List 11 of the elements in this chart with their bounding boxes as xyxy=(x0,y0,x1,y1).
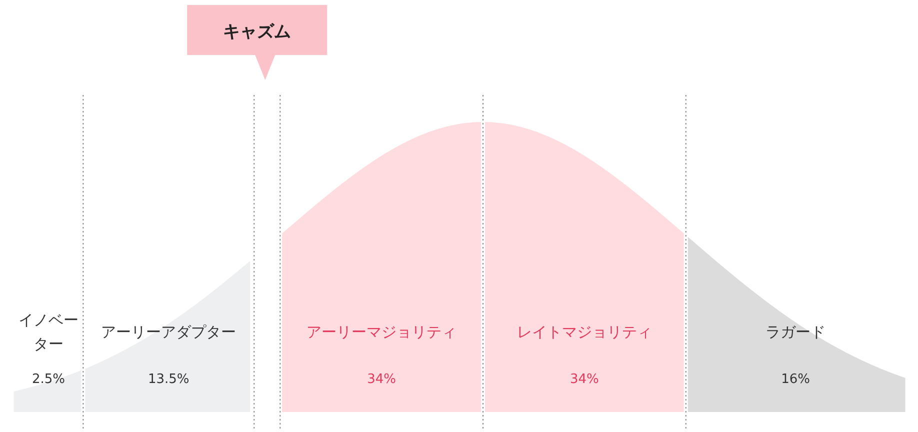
category-label: ラガード xyxy=(766,323,826,341)
category-label: アーリーアダプター xyxy=(101,323,236,341)
category-label: レイトマジョリティ xyxy=(516,323,652,341)
data-label: 34% xyxy=(367,372,396,387)
data-label: 16% xyxy=(781,372,810,387)
category-label: イノベーター xyxy=(18,311,78,353)
data-label: 34% xyxy=(570,372,599,387)
callout: キャズム xyxy=(187,5,328,80)
data-label: 2.5% xyxy=(32,372,65,387)
data-label: 13.5% xyxy=(148,372,190,387)
category-label: アーリーマジョリティ xyxy=(306,323,457,341)
